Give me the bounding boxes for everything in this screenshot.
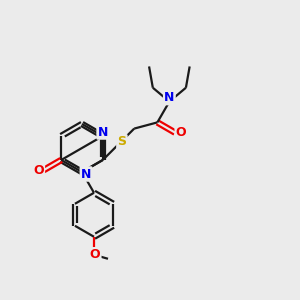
- Text: O: O: [33, 164, 44, 177]
- Text: N: N: [81, 167, 91, 181]
- Text: S: S: [117, 135, 126, 148]
- Text: O: O: [176, 126, 186, 139]
- Text: O: O: [90, 248, 100, 261]
- Text: N: N: [98, 125, 108, 139]
- Text: N: N: [164, 91, 175, 104]
